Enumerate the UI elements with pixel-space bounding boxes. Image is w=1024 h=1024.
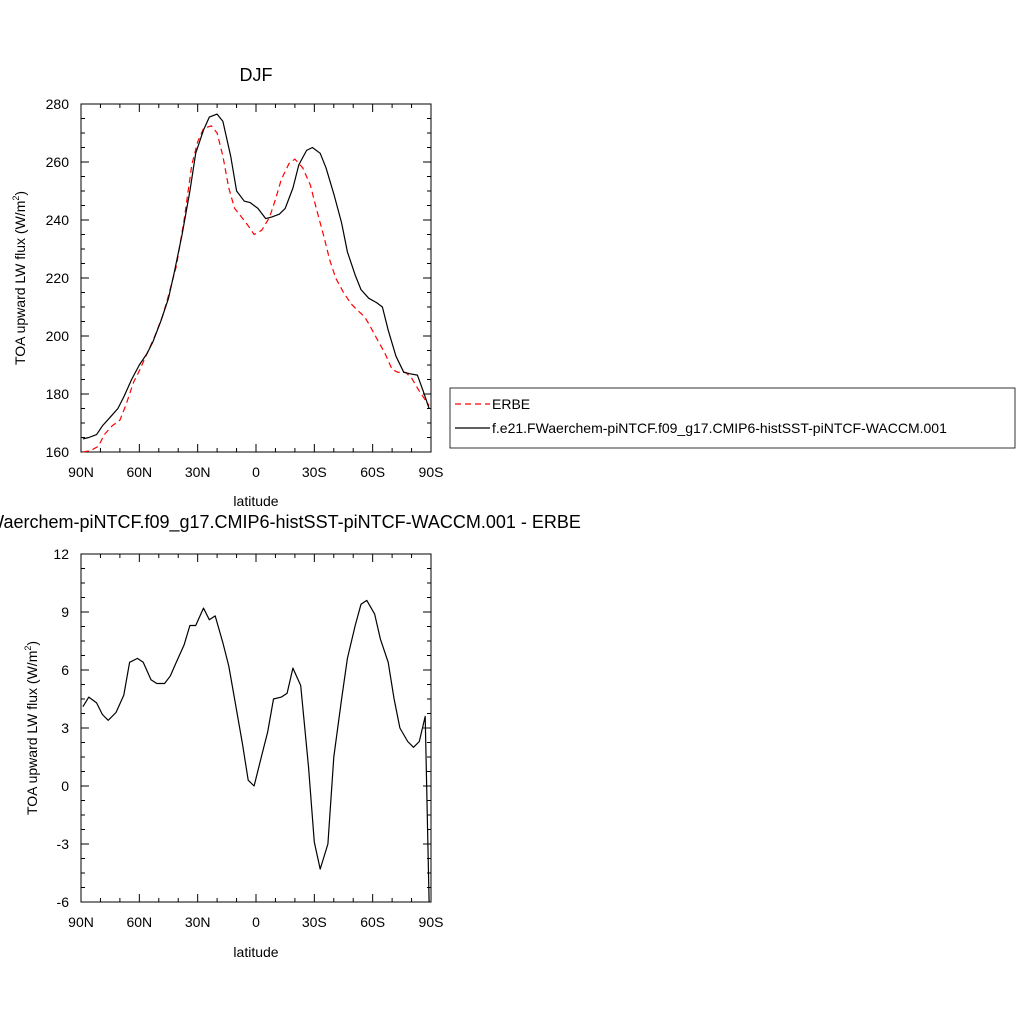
chart-top-y-tick-label: 160 xyxy=(46,444,70,460)
chart-bottom-series-difference-line xyxy=(82,599,430,903)
legend-label-erbe: ERBE xyxy=(492,396,530,412)
chart-top-x-tick-label: 90S xyxy=(419,464,444,480)
chart-top-title: DJF xyxy=(240,65,273,85)
chart-top-x-tick-label: 30S xyxy=(302,464,327,480)
chart-bottom-y-axis-label: TOA upward LW flux (W/m2) xyxy=(23,641,40,815)
chart-top-series-model-line xyxy=(82,113,430,440)
chart-bottom-series-group xyxy=(82,599,430,903)
chart-top-y-axis-label: TOA upward LW flux (W/m2) xyxy=(11,191,28,365)
chart-top-x-tick-label: 90N xyxy=(68,464,94,480)
chart-bottom-y-tick-label: 6 xyxy=(61,662,69,678)
chart-bottom-y-tick-label: 9 xyxy=(61,604,69,620)
chart-top-series-erbe-line xyxy=(82,125,430,453)
chart-top-plot-frame xyxy=(80,103,432,453)
chart-top-legend: ERBE f.e21.FWaerchem-piNTCF.f09_g17.CMIP… xyxy=(449,387,1016,449)
chart-top-x-tick-label: 30N xyxy=(185,464,211,480)
chart-top-y-tick-label: 260 xyxy=(46,154,70,170)
chart-top: DJF 90N 60N 30N 0 30S 60S 90S 160 180 200 220 240 26… xyxy=(11,65,443,509)
chart-top-series-group xyxy=(82,113,430,453)
chart-bottom-title: f.e21.FWaerchem-piNTCF.f09_g17.CMIP6-his… xyxy=(0,512,581,533)
chart-bottom-y-tick-label: 0 xyxy=(61,778,69,794)
chart-bottom-x-tick-label: 30N xyxy=(185,914,211,930)
chart-top-y-tick-label: 180 xyxy=(46,386,70,402)
chart-bottom-x-tick-label: 60S xyxy=(360,914,385,930)
chart-bottom-x-axis-label: latitude xyxy=(233,944,278,960)
chart-bottom-x-tick-label: 90N xyxy=(68,914,94,930)
chart-top-x-axis-label: latitude xyxy=(233,493,278,509)
legend-frame xyxy=(449,387,1016,449)
chart-top-ticks: 90N 60N 30N 0 30S 60S 90S 160 180 200 220 240 260 280 xyxy=(46,96,444,480)
chart-top-y-tick-label: 280 xyxy=(46,96,70,112)
chart-top-x-tick-label: 60N xyxy=(126,464,152,480)
chart-bottom-y-tick-label: 3 xyxy=(61,720,69,736)
chart-bottom-x-tick-label: 0 xyxy=(252,914,260,930)
chart-top-x-tick-label: 60S xyxy=(360,464,385,480)
chart-top-y-tick-label: 200 xyxy=(46,328,70,344)
chart-bottom-y-tick-label: -3 xyxy=(57,836,70,852)
chart-bottom: f.e21.FWaerchem-piNTCF.f09_g17.CMIP6-his… xyxy=(0,512,581,960)
chart-top-x-tick-label: 0 xyxy=(252,464,260,480)
chart-bottom-x-tick-label: 60N xyxy=(126,914,152,930)
chart-bottom-x-tick-label: 30S xyxy=(302,914,327,930)
chart-bottom-y-tick-label: 12 xyxy=(53,546,69,562)
chart-top-y-tick-label: 220 xyxy=(46,270,70,286)
legend-label-model: f.e21.FWaerchem-piNTCF.f09_g17.CMIP6-his… xyxy=(492,420,947,436)
chart-bottom-x-tick-label: 90S xyxy=(419,914,444,930)
chart-bottom-plot-frame xyxy=(80,553,432,903)
chart-top-y-tick-label: 240 xyxy=(46,212,70,228)
chart-bottom-y-tick-label: -6 xyxy=(57,894,70,910)
